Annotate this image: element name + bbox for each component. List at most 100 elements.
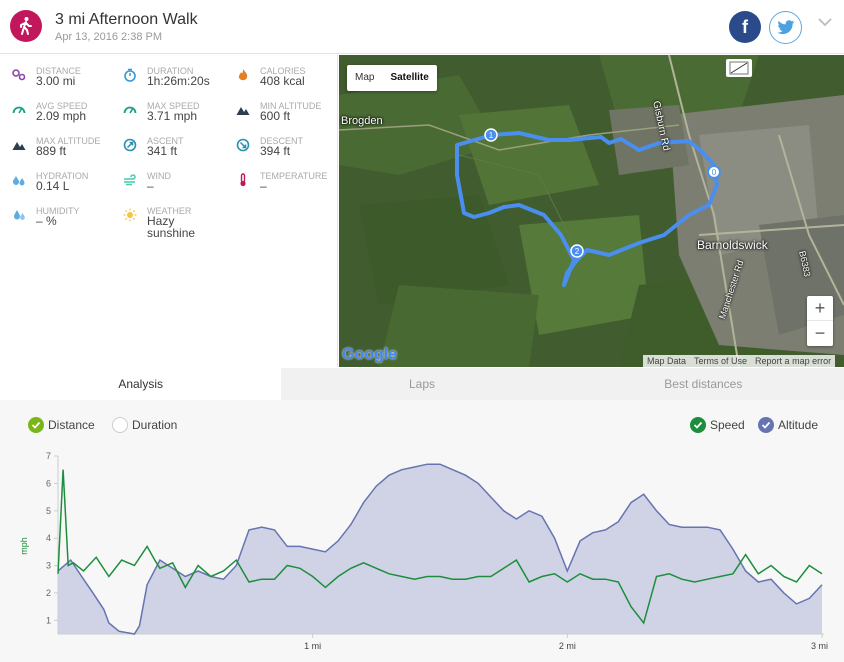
stat-label: MAX ALTITUDE (36, 136, 101, 146)
map-type-map-button[interactable]: Map (355, 72, 375, 83)
y-tick-label: 7 (46, 451, 51, 461)
map-footer: Map Data Terms of Use Report a map error (643, 355, 836, 367)
activity-header: 3 mi Afternoon Walk Apr 13, 2016 2:38 PM… (0, 0, 844, 54)
stat-value: 3.00 mi (36, 74, 76, 88)
y-tick-label: 6 (46, 478, 51, 488)
stat-value: – % (36, 214, 57, 228)
speed-toggle[interactable]: Speed (690, 417, 745, 433)
route-markers: 0 1 2 (484, 128, 721, 258)
wind-icon (123, 173, 137, 187)
map-data-link[interactable]: Map Data (647, 356, 687, 366)
altitude-area (58, 464, 822, 634)
stat-value: 394 ft (260, 144, 291, 158)
stat-label: WEATHER (147, 206, 192, 216)
analysis-tabs: Analysis Laps Best distances (0, 368, 844, 400)
flame-icon (236, 68, 250, 82)
y-axis-label: mph (19, 537, 29, 555)
stat-label: ASCENT (147, 136, 184, 146)
altitude-toggle[interactable]: Altitude (758, 417, 818, 433)
humidity-icon (12, 208, 26, 222)
stat-value: 889 ft (36, 144, 67, 158)
duration-toggle[interactable]: Duration (112, 417, 177, 433)
fullscreen-button[interactable] (726, 59, 752, 77)
stat-value: 1h:26m:20s (147, 74, 210, 88)
x-tick-label: 1 mi (304, 641, 321, 651)
ascent-icon (123, 138, 137, 152)
mountain-icon (12, 138, 26, 152)
stat-value: – (260, 179, 267, 193)
tab-best-distances[interactable]: Best distances (562, 368, 844, 400)
stat-label: DURATION (147, 66, 194, 76)
fullscreen-icon (729, 61, 749, 75)
distance-icon (12, 68, 26, 82)
water-drops-icon (12, 173, 26, 187)
distance-toggle[interactable]: Distance (28, 417, 95, 433)
activity-title: 3 mi Afternoon Walk (55, 11, 198, 28)
twitter-share-button[interactable] (769, 11, 802, 44)
stat-label: WIND (147, 171, 171, 181)
activity-stats-panel: DISTANCE 3.00 mi DURATION 1h:26m:20s CALORIE… (0, 55, 338, 367)
speedometer-icon (123, 103, 137, 117)
terms-of-use-link[interactable]: Terms of Use (694, 356, 748, 366)
descent-icon (236, 138, 250, 152)
stat-value: 2.09 mph (36, 109, 87, 123)
tab-laps[interactable]: Laps (281, 368, 563, 400)
map-type-satellite-button[interactable]: Satellite (390, 72, 429, 83)
x-tick-label: 3 mi (811, 641, 828, 651)
route-marker-start[interactable]: 0 (707, 165, 721, 179)
thermometer-icon (236, 173, 250, 187)
stat-label: HUMIDITY (36, 206, 80, 216)
check-icon (690, 417, 706, 433)
chevron-down-icon[interactable] (818, 18, 832, 27)
svg-text:1: 1 (489, 131, 494, 140)
check-icon (28, 417, 44, 433)
unchecked-circle-icon (112, 417, 128, 433)
stat-value: 341 ft (147, 144, 178, 158)
place-label-barnoldswick: Barnoldswick (697, 238, 768, 252)
stat-label: DESCENT (260, 136, 304, 146)
stat-label: TEMPERATURE (260, 171, 328, 181)
stat-value: 0.14 L (36, 179, 70, 193)
stat-label: MIN ALTITUDE (260, 101, 322, 111)
stat-label: CALORIES (260, 66, 306, 76)
distance-toggle-label: Distance (48, 418, 95, 432)
walking-icon (10, 10, 42, 42)
stat-value: 408 kcal (260, 74, 305, 88)
zoom-control: + − (807, 296, 833, 346)
check-icon (758, 417, 774, 433)
stat-value: 600 ft (260, 109, 291, 123)
speed-toggle-label: Speed (710, 418, 745, 432)
facebook-share-button[interactable]: f (729, 11, 761, 43)
stat-value-line2: sunshine (147, 226, 196, 240)
y-tick-label: 2 (46, 588, 51, 598)
svg-text:2: 2 (575, 247, 580, 256)
map-type-control: Map Satellite (347, 65, 437, 91)
stat-label: AVG SPEED (36, 101, 88, 111)
stat-value: – (147, 179, 154, 193)
x-tick-label: 2 mi (559, 641, 576, 651)
report-map-error-link[interactable]: Report a map error (755, 356, 832, 366)
speed-series-line (57, 469, 823, 625)
stat-label: HYDRATION (36, 171, 89, 181)
route-marker-2[interactable]: 2 (570, 244, 584, 258)
speed-altitude-chart: 1 2 3 4 5 6 7 mph 1 mi 2 mi 3 mi (19, 451, 828, 651)
stat-value: Hazy (147, 214, 175, 228)
duration-toggle-label: Duration (132, 418, 178, 432)
stat-value: 3.71 mph (147, 109, 198, 123)
tab-analysis[interactable]: Analysis (0, 368, 282, 400)
y-tick-label: 1 (46, 615, 51, 625)
zoom-in-button[interactable]: + (807, 296, 833, 321)
place-label-brogden: Brogden (341, 115, 383, 127)
altitude-toggle-label: Altitude (778, 418, 819, 432)
stat-label: MAX SPEED (147, 101, 200, 111)
y-tick-label: 4 (46, 533, 51, 543)
y-tick-label: 5 (46, 506, 51, 516)
activity-date: Apr 13, 2016 2:38 PM (55, 31, 163, 43)
sun-icon (123, 208, 137, 222)
speedometer-icon (12, 103, 26, 117)
route-marker-1[interactable]: 1 (484, 128, 498, 142)
satellite-imagery (339, 55, 844, 367)
zoom-out-button[interactable]: − (814, 323, 826, 343)
y-tick-label: 3 (46, 561, 51, 571)
route-map[interactable]: Brogden Barnoldswick Gisburn Rd Manchest… (339, 55, 844, 367)
